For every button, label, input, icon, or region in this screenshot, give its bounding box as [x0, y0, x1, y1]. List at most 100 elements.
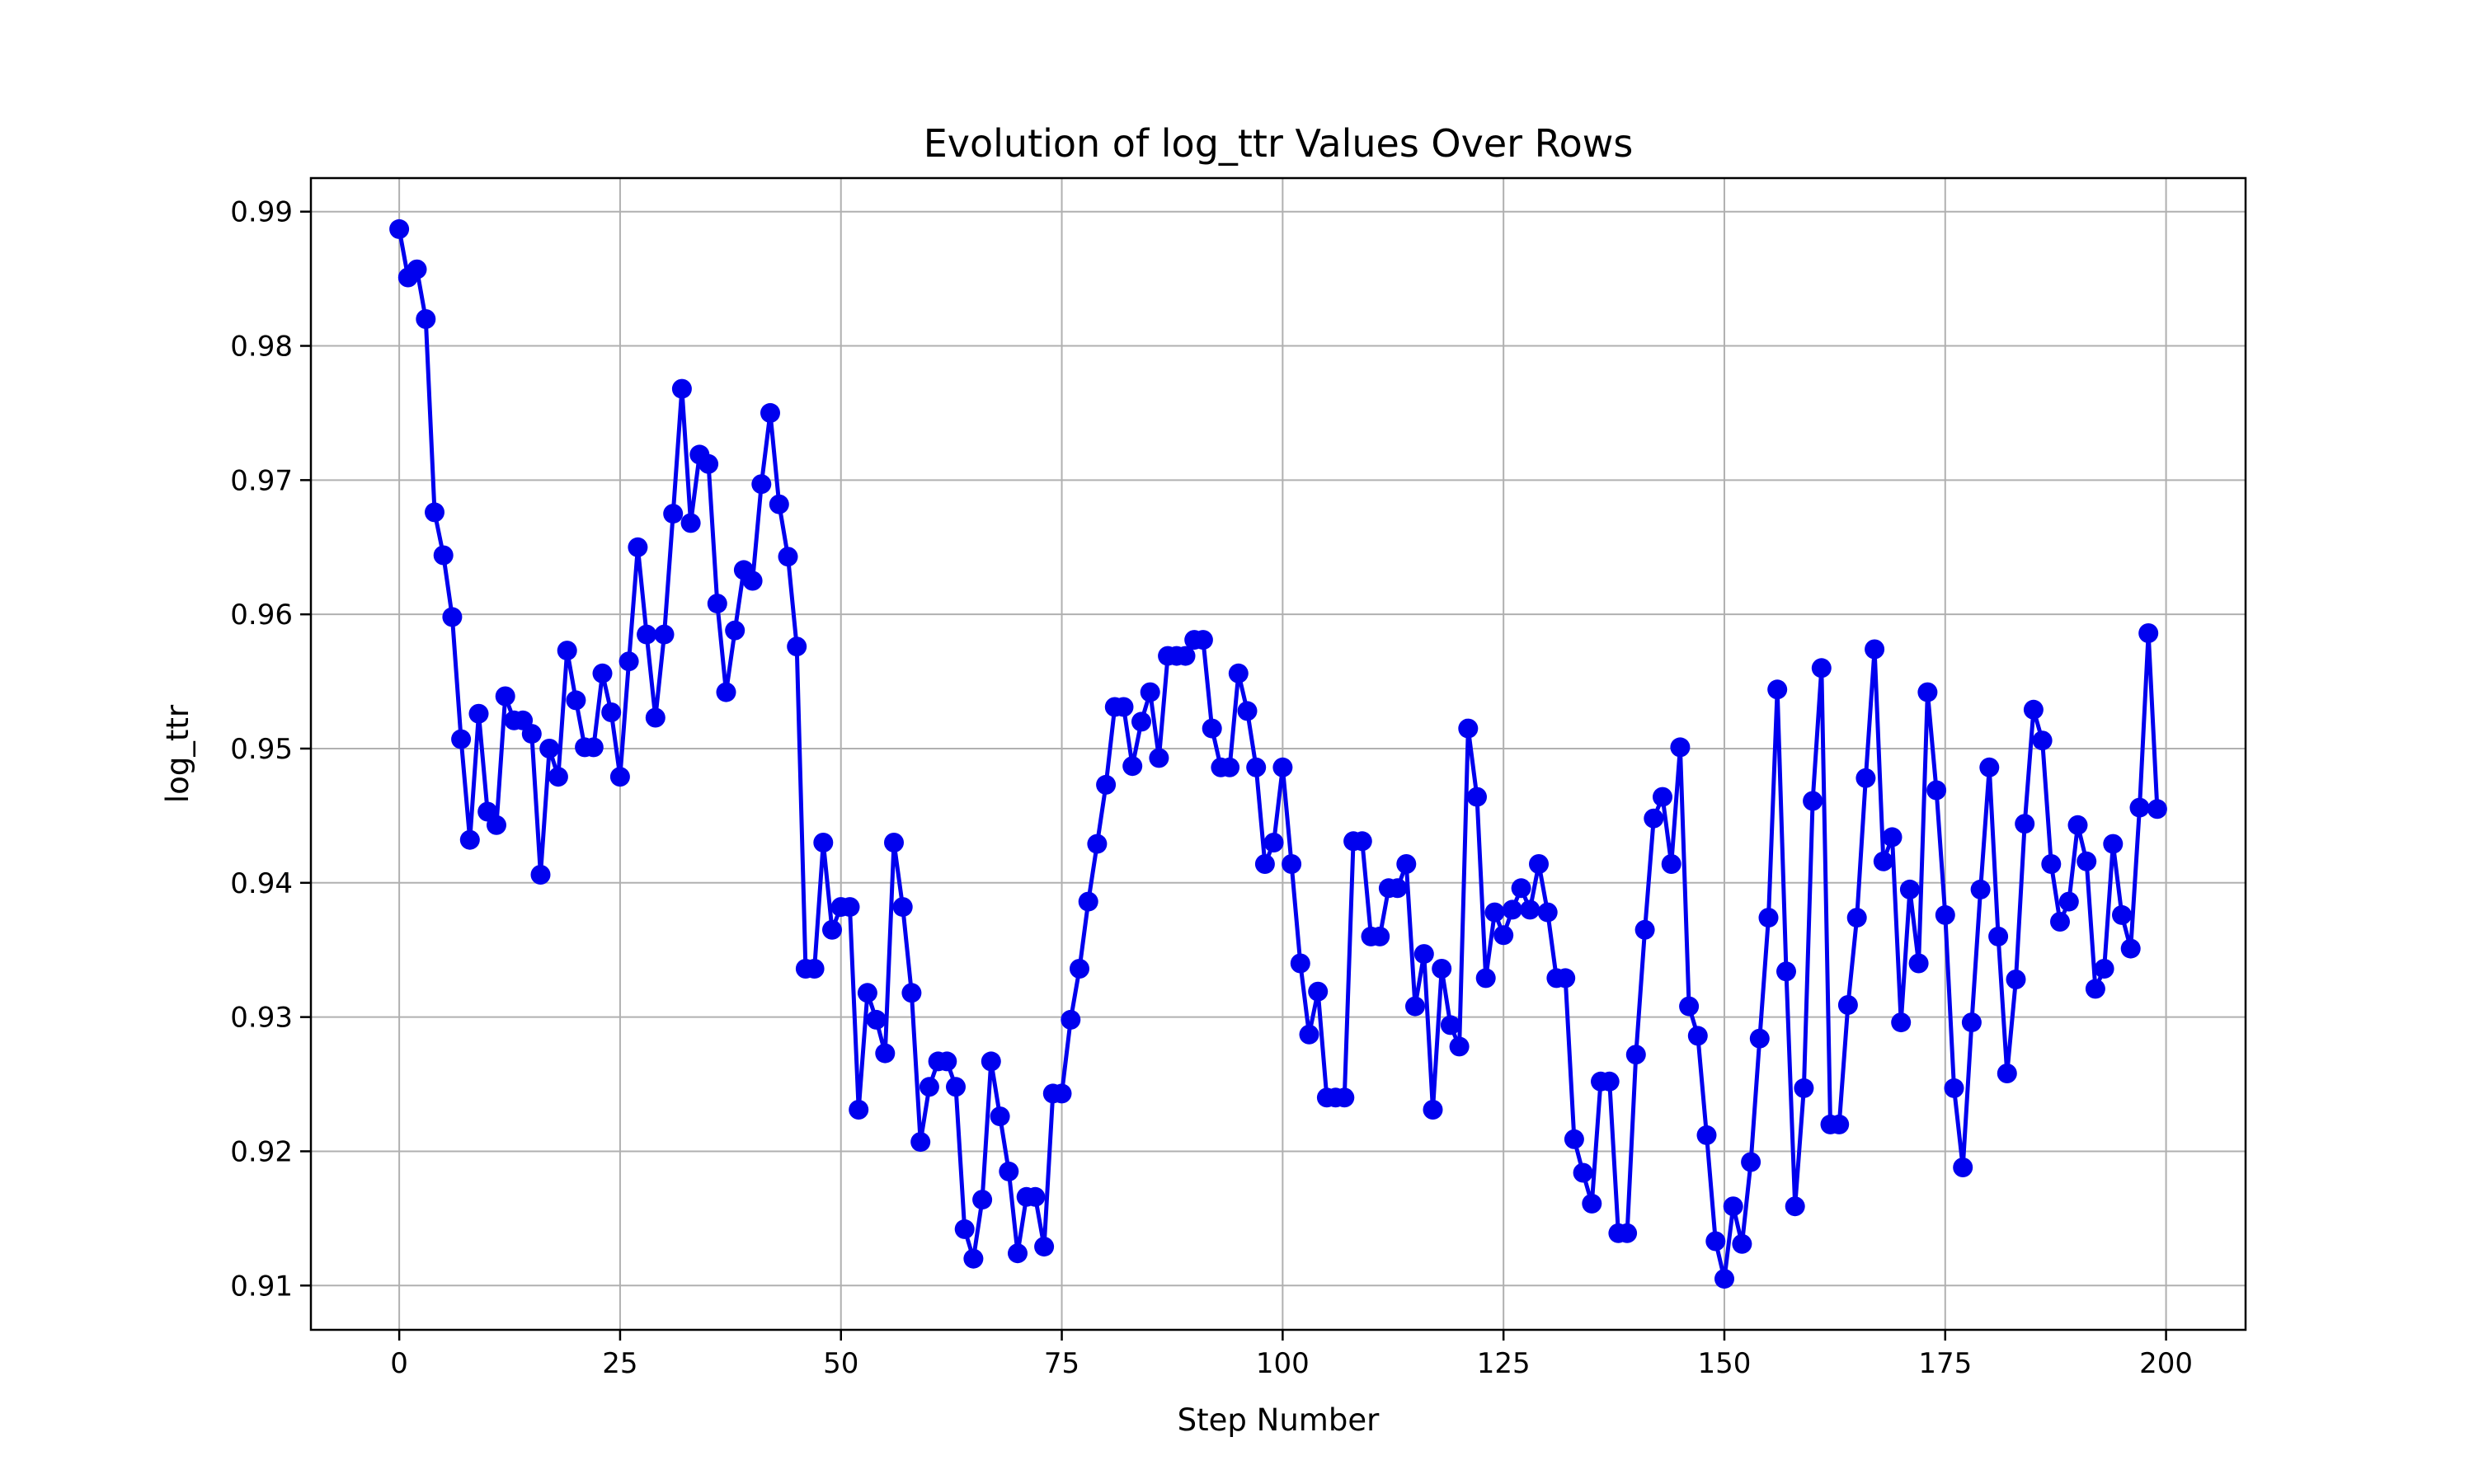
- data-point: [628, 537, 648, 557]
- x-tick-label: 75: [1044, 1347, 1079, 1380]
- data-point: [1051, 1083, 1072, 1104]
- data-point: [954, 1219, 975, 1239]
- data-point: [849, 1100, 869, 1120]
- y-tick-label: 0.95: [230, 733, 293, 766]
- data-point: [716, 682, 736, 702]
- data-point: [495, 686, 515, 707]
- data-point: [1873, 851, 1893, 871]
- data-point: [1484, 902, 1505, 923]
- data-point: [1837, 995, 1858, 1015]
- data-point: [1749, 1028, 1770, 1049]
- data-point: [698, 453, 719, 474]
- data-point: [1396, 854, 1417, 874]
- data-point: [1025, 1186, 1046, 1207]
- data-point: [1732, 1233, 1752, 1254]
- y-tick-label: 0.96: [230, 599, 293, 632]
- data-point: [1961, 1012, 1982, 1033]
- data-point: [1237, 701, 1258, 721]
- data-point: [1723, 1196, 1743, 1217]
- data-point: [2129, 797, 2150, 818]
- data-point: [566, 690, 586, 711]
- data-point: [1970, 879, 1991, 899]
- data-point: [609, 767, 630, 787]
- data-point: [1997, 1064, 2017, 1083]
- data-point: [1634, 919, 1655, 940]
- data-point: [1917, 682, 1938, 702]
- data-point: [1953, 1158, 1973, 1177]
- data-point: [459, 829, 480, 850]
- data-point: [557, 641, 577, 661]
- data-point: [875, 1043, 896, 1064]
- data-point: [1202, 718, 1222, 739]
- data-point: [1899, 879, 1920, 899]
- y-tick-label: 0.97: [230, 464, 293, 497]
- data-point: [1192, 630, 1213, 650]
- data-point: [2006, 970, 2026, 989]
- data-point: [1529, 854, 1549, 874]
- y-tick-label: 0.91: [230, 1270, 293, 1303]
- data-point: [1334, 1087, 1355, 1108]
- data-point: [1794, 1078, 1814, 1098]
- x-tick-label: 150: [1698, 1347, 1752, 1380]
- data-point: [1475, 968, 1496, 989]
- data-point: [990, 1106, 1010, 1127]
- data-point: [1687, 1026, 1708, 1046]
- data-point: [1511, 878, 1531, 899]
- data-point: [1087, 834, 1108, 854]
- data-point: [1926, 780, 1947, 801]
- data-point: [1370, 926, 1390, 946]
- data-point: [1078, 891, 1098, 912]
- data-point: [2041, 854, 2062, 874]
- data-point: [787, 636, 807, 657]
- data-point: [1856, 768, 1876, 788]
- data-point: [1882, 827, 1903, 848]
- data-point: [760, 402, 780, 423]
- data-point: [1679, 996, 1700, 1017]
- x-tick-label: 100: [1256, 1347, 1310, 1380]
- data-point: [725, 620, 745, 641]
- data-point: [1979, 757, 2000, 777]
- data-point: [1644, 808, 1664, 829]
- data-point: [407, 259, 427, 279]
- data-point: [1140, 682, 1160, 702]
- data-point: [1988, 926, 2009, 946]
- data-point: [583, 737, 604, 758]
- data-point: [1113, 697, 1134, 717]
- x-tick-label: 0: [390, 1347, 408, 1380]
- data-point: [1272, 757, 1293, 777]
- plot-frame: [309, 176, 2247, 1331]
- data-point: [1008, 1243, 1028, 1264]
- data-point: [840, 897, 860, 918]
- data-point: [919, 1077, 939, 1097]
- data-point: [389, 218, 410, 239]
- data-point: [468, 703, 489, 724]
- data-point: [2147, 799, 2167, 819]
- data-point: [1865, 639, 1885, 660]
- data-point: [1537, 902, 1558, 923]
- data-point: [1423, 1100, 1443, 1120]
- data-series: [389, 218, 2167, 1289]
- data-point: [2112, 904, 2132, 925]
- data-point: [884, 833, 904, 852]
- data-point: [1149, 748, 1169, 768]
- data-point: [1122, 756, 1143, 777]
- data-point: [778, 547, 798, 567]
- data-point: [1352, 831, 1372, 852]
- data-point: [601, 702, 622, 722]
- data-point: [618, 651, 639, 672]
- data-point: [1493, 925, 1514, 946]
- data-point: [2085, 979, 2105, 999]
- data-point: [1582, 1193, 1602, 1214]
- x-tick-label: 125: [1477, 1347, 1531, 1380]
- data-point: [2094, 959, 2114, 979]
- data-point: [1555, 968, 1576, 989]
- data-point: [946, 1077, 966, 1097]
- data-point: [1061, 1009, 1081, 1030]
- data-point: [1254, 854, 1275, 874]
- data-point: [2067, 815, 2088, 835]
- data-point: [1502, 899, 1522, 920]
- data-point: [1405, 996, 1425, 1017]
- y-tick-label: 0.99: [230, 196, 293, 229]
